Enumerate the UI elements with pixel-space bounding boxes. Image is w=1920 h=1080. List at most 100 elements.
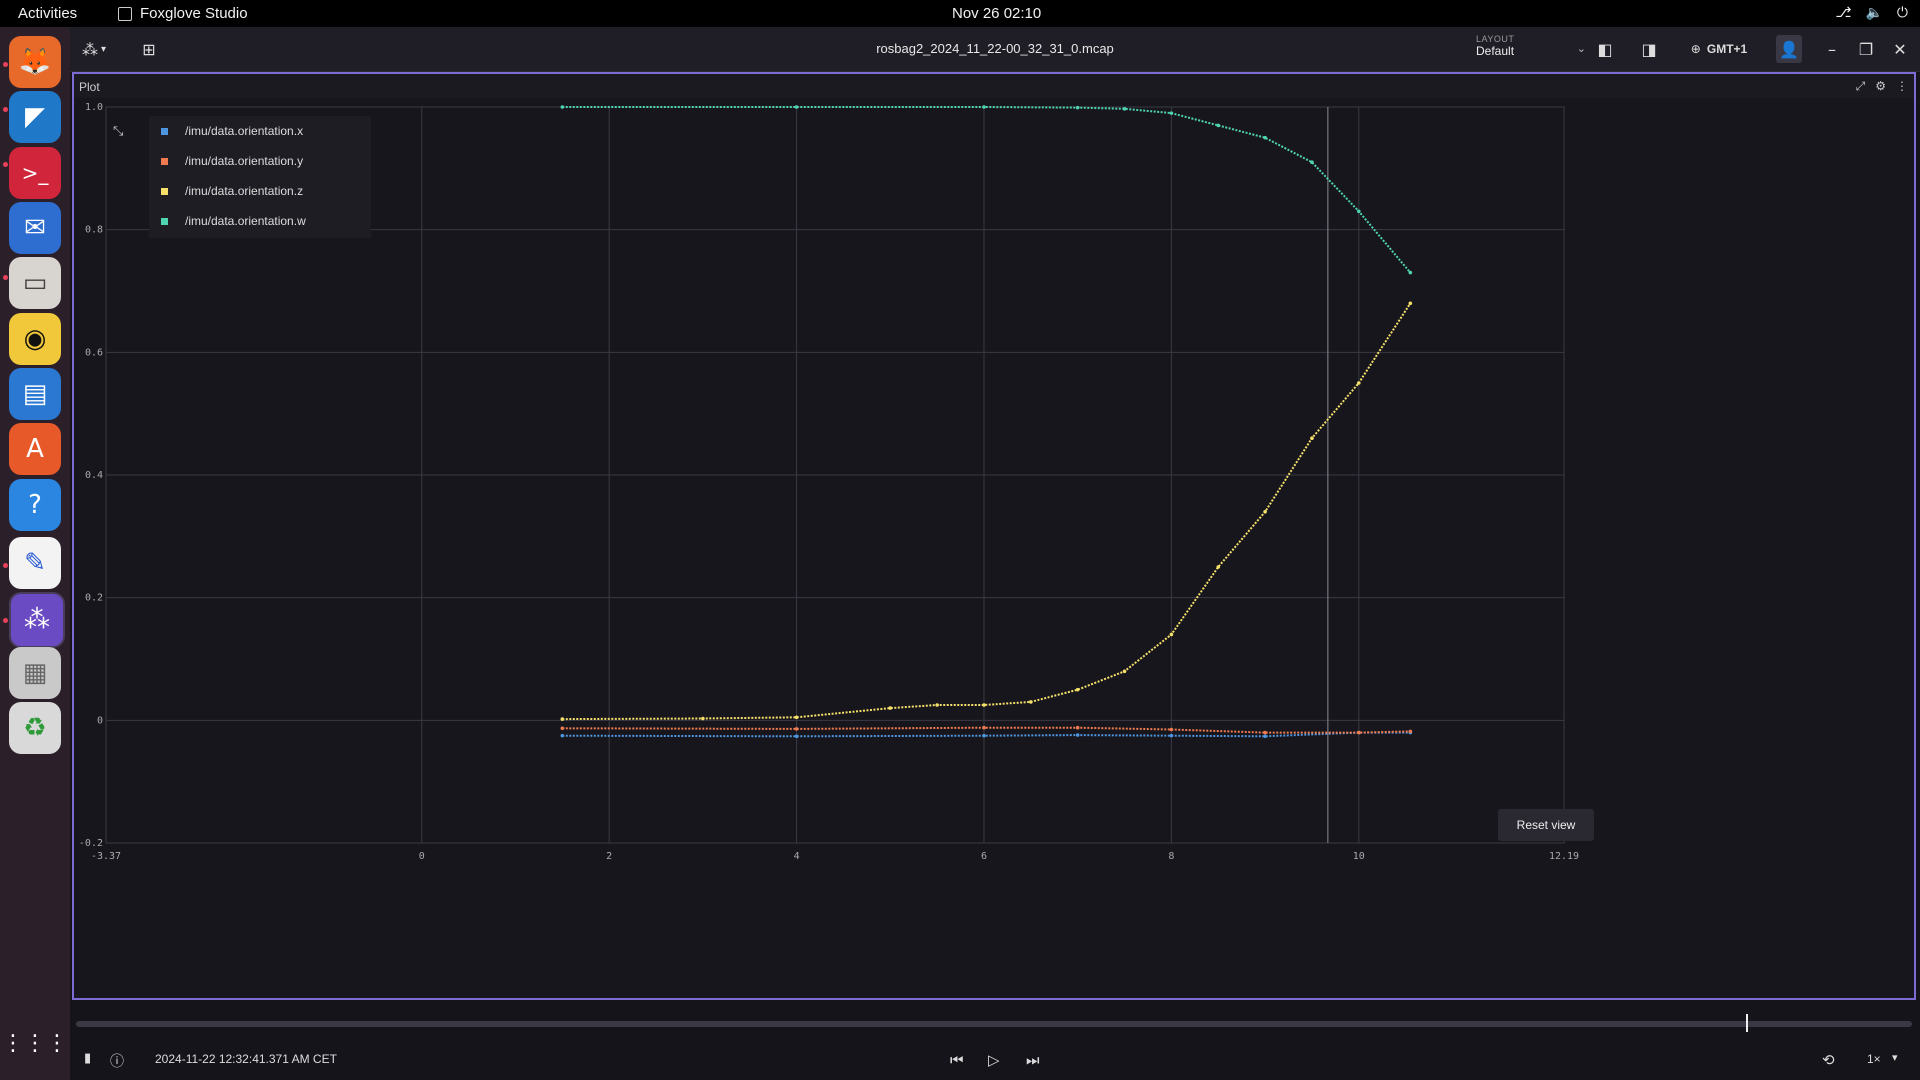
thunderbird-icon[interactable]: ✉ (9, 202, 61, 254)
power-icon[interactable]: ⏻ (1896, 4, 1908, 20)
x-tick-label: -3.37 (91, 851, 121, 862)
text-editor-icon[interactable]: ✎ (9, 537, 61, 589)
play-icon[interactable]: ▷ (988, 1051, 1000, 1069)
vscode-icon[interactable]: ◤ (9, 91, 61, 143)
window-filename: rosbag2_2024_11_22-00_32_31_0.mcap (876, 41, 1114, 56)
seek-backward-icon[interactable]: ⏮ (950, 1051, 964, 1069)
playback-timeline[interactable] (76, 1014, 1912, 1032)
x-tick-label: 8 (1168, 851, 1174, 862)
layout-selector[interactable]: LAYOUT Default ⌄ (1476, 34, 1586, 64)
clock[interactable]: Nov 26 02:10 (952, 5, 1042, 22)
app-center-icon[interactable]: A (9, 423, 61, 475)
playhead[interactable] (1746, 1014, 1748, 1032)
legend-item[interactable]: /imu/data.orientation.w (149, 206, 371, 236)
loop-icon[interactable]: ⟲ (1822, 1051, 1835, 1069)
left-sidebar-toggle[interactable]: ◧ (1592, 35, 1618, 63)
minimize-button[interactable]: – (1822, 35, 1842, 63)
data-point (888, 706, 893, 710)
timezone-value: GMT+1 (1706, 42, 1748, 56)
user-button[interactable]: 👤 (1776, 35, 1802, 63)
legend-label: /imu/data.orientation.w (185, 214, 306, 228)
series-line-2 (562, 302, 1412, 721)
data-point (1075, 687, 1080, 692)
current-timestamp[interactable]: 2024-11-22 12:32:41.371 AM CET (155, 1052, 337, 1066)
y-tick-label: 0.8 (85, 225, 103, 236)
timezone-selector[interactable]: ⊕ GMT+1 (1684, 35, 1754, 63)
terminal-icon[interactable]: >_ (9, 147, 61, 199)
maximize-button[interactable]: ❐ (1856, 35, 1876, 63)
foxglove-app-icon (118, 6, 132, 21)
right-sidebar-toggle[interactable]: ◨ (1636, 35, 1662, 63)
more-icon[interactable]: ⋮ (1896, 79, 1908, 93)
legend-item[interactable]: /imu/data.orientation.y (149, 146, 371, 176)
app-menu-button[interactable]: ⁂ ▾ (76, 35, 112, 63)
bookmark-icon[interactable]: ▮ (84, 1051, 92, 1066)
data-point (1408, 270, 1413, 275)
data-point (935, 703, 939, 707)
legend-swatch (161, 157, 168, 165)
activities-button[interactable]: Activities (18, 5, 78, 22)
firefox-icon[interactable]: 🦊 (9, 36, 61, 88)
chevron-down-icon[interactable]: ▾ (1892, 1051, 1898, 1064)
layout-value: Default (1476, 44, 1515, 58)
fullscreen-icon[interactable]: ⤢ (1855, 79, 1866, 93)
system-tray[interactable]: ⎇ 🔈 ⏻ (1835, 4, 1908, 21)
data-point (560, 733, 565, 738)
disks-icon[interactable]: ▦ (9, 647, 61, 699)
trash-icon[interactable]: ♻ (9, 702, 61, 754)
reset-view-button[interactable]: Reset view (1498, 809, 1594, 841)
plot-legend: /imu/data.orientation.x /imu/data.orient… (149, 116, 371, 238)
data-point (1356, 381, 1361, 385)
focused-app-menu[interactable]: Foxglove Studio (118, 5, 248, 22)
add-panel-button[interactable]: ⊞ (135, 35, 163, 63)
data-point (1075, 733, 1080, 737)
chevron-down-icon: ⌄ (1576, 42, 1586, 55)
data-point (1263, 734, 1267, 739)
dock: 🦊 ◤ >_ ✉ ▭ ◉ ▤ A ? ✎ ⁂ ▦ ♻ ⋮⋮⋮ (0, 27, 70, 1080)
info-icon[interactable]: ⓘ (110, 1054, 124, 1070)
show-apps-icon[interactable]: ⋮⋮⋮ (2, 1030, 68, 1056)
plot-panel[interactable]: -3.37 0 2 4 6 8 10 12.19 1.0 0.8 0.6 0.4 0.2 0 -0.2 Pl… (72, 72, 1916, 1000)
running-indicator (3, 62, 8, 67)
collapse-legend-icon[interactable]: ⤡ (113, 124, 124, 139)
maximize-icon: ❐ (1858, 39, 1874, 59)
legend-label: /imu/data.orientation.y (185, 154, 304, 168)
data-point (794, 715, 799, 720)
legend-item[interactable]: /imu/data.orientation.z (149, 176, 371, 206)
foxglove-icon[interactable]: ⁂ (9, 592, 65, 648)
panel-toolbar: ⤢ ⚙ ⋮ (1856, 79, 1908, 94)
close-button[interactable]: ✕ (1890, 35, 1910, 63)
writer-icon[interactable]: ▤ (9, 368, 61, 420)
data-point (1216, 565, 1221, 569)
data-point (1169, 733, 1174, 738)
globe-icon: ⊕ (1690, 42, 1701, 56)
legend-swatch (161, 127, 168, 135)
files-icon[interactable]: ▭ (9, 257, 61, 309)
seek-forward-icon[interactable]: ⏭ (1026, 1051, 1040, 1069)
data-point (1356, 209, 1361, 214)
running-indicator (3, 162, 8, 167)
y-tick-label: 0 (97, 715, 103, 726)
x-tick-label: 0 (419, 851, 425, 862)
data-point (1169, 111, 1174, 115)
settings-icon[interactable]: ⚙ (1875, 79, 1886, 93)
system-top-bar: Activities Foxglove Studio Nov 26 02:10 … (0, 0, 1920, 27)
playback-speed[interactable]: 1× (1867, 1052, 1881, 1066)
data-point (794, 734, 799, 739)
help-icon[interactable]: ? (9, 479, 61, 531)
panel-title: Plot (79, 80, 100, 94)
data-point (1122, 669, 1127, 674)
network-icon[interactable]: ⎇ (1835, 4, 1852, 20)
left-sidebar-icon: ◧ (1597, 39, 1613, 59)
data-point (982, 703, 986, 707)
legend-item[interactable]: /imu/data.orientation.x (149, 116, 371, 146)
chevron-down-icon: ▾ (100, 43, 107, 55)
rhythmbox-icon[interactable]: ◉ (9, 313, 61, 365)
data-point (982, 733, 986, 738)
close-icon: ✕ (1893, 39, 1907, 59)
legend-swatch (161, 217, 168, 225)
volume-icon[interactable]: 🔈 (1865, 4, 1883, 20)
data-point (1356, 730, 1361, 735)
data-point (1263, 730, 1267, 735)
legend-label: /imu/data.orientation.z (185, 184, 304, 198)
